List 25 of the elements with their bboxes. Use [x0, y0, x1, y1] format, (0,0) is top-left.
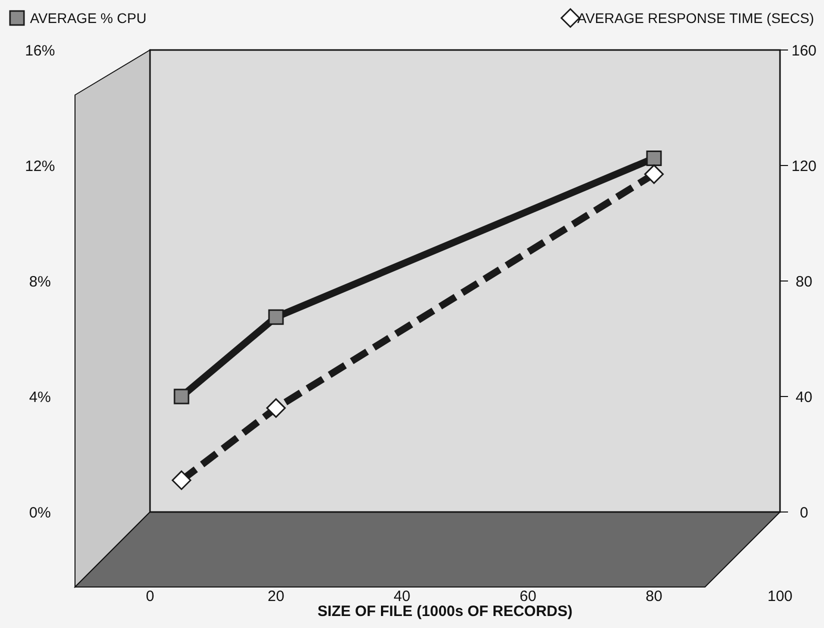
x-axis-title: SIZE OF FILE (1000s OF RECORDS) — [317, 603, 573, 620]
x-tick-label: 40 — [394, 588, 410, 605]
y-tick-label: 4% — [29, 388, 51, 406]
x-tick-label: 0 — [146, 588, 154, 605]
point — [646, 150, 662, 166]
x-tick-label: 80 — [646, 588, 662, 605]
legend-label: AVERAGE RESPONSE TIME (SECS) — [577, 10, 814, 26]
x-tick-label: 100 — [767, 588, 793, 605]
x-tick-label: 60 — [520, 588, 536, 605]
y2-tick-label: 0 — [800, 504, 808, 522]
legend-label: AVERAGE % CPU — [30, 10, 146, 26]
y2-tick-label: 160 — [791, 42, 817, 60]
y2-tick-label: 80 — [796, 273, 812, 290]
point — [172, 470, 192, 490]
y-tick-label: 8% — [29, 273, 51, 290]
y2-tick-label: 40 — [796, 388, 812, 406]
y-tick-label: 0% — [29, 504, 51, 522]
y-tick-label: 16% — [24, 42, 56, 60]
point — [644, 164, 664, 184]
point — [174, 388, 190, 404]
point — [268, 309, 284, 325]
y-tick-label: 12% — [24, 158, 56, 175]
x-tick-label: 20 — [268, 588, 284, 605]
point — [266, 398, 286, 418]
y2-tick-label: 120 — [791, 158, 817, 175]
